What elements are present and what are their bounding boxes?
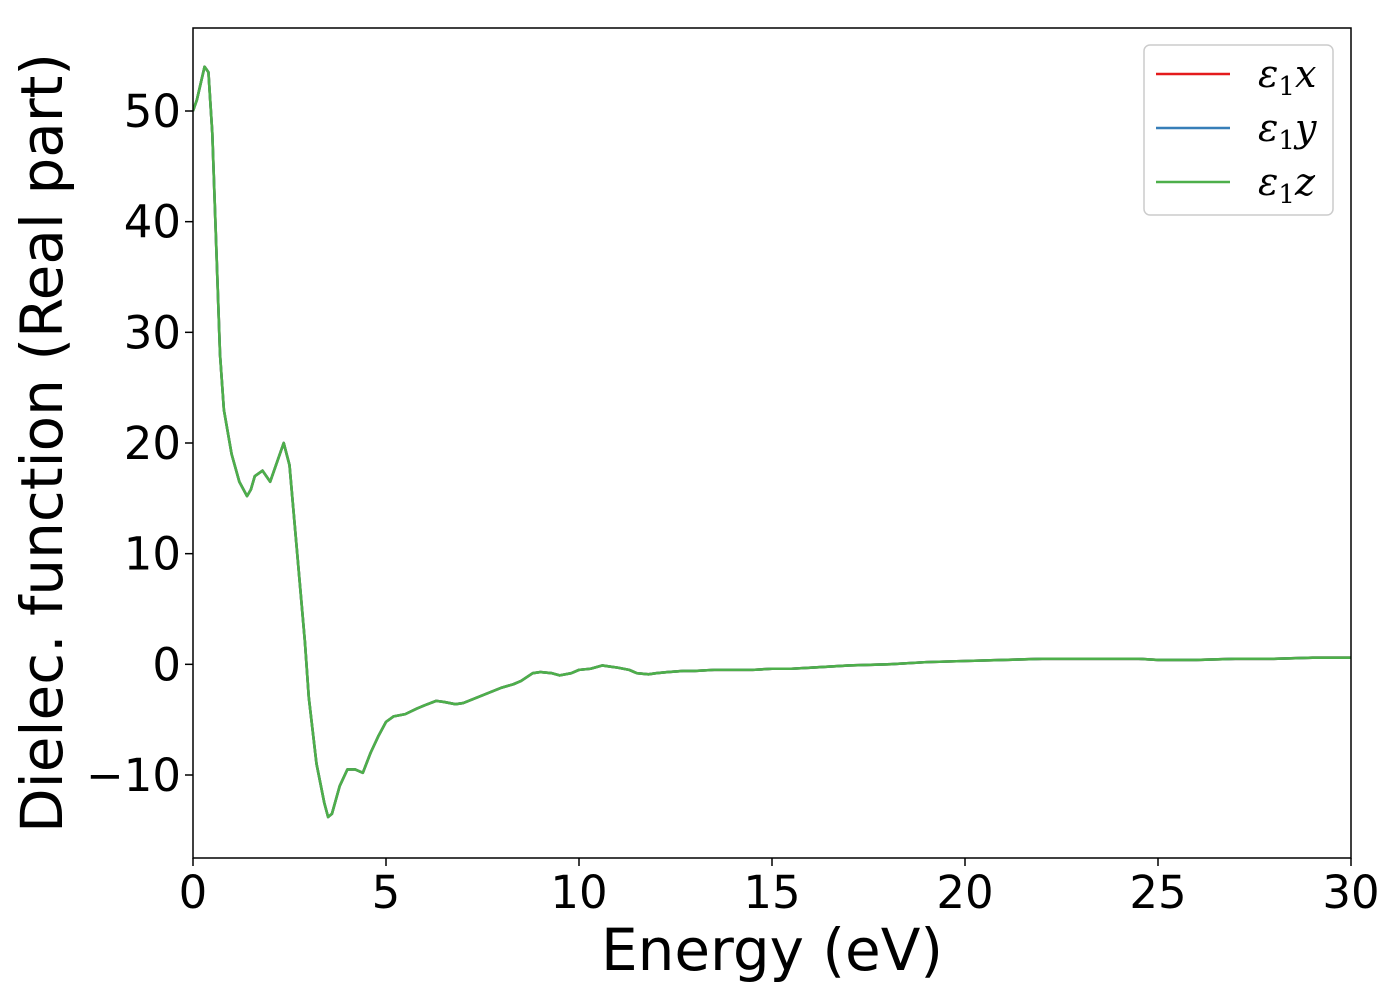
y-tick-label: 40	[124, 196, 181, 249]
y-tick-label: −10	[86, 749, 181, 802]
y-tick-label: 30	[124, 306, 181, 359]
x-tick-label: 0	[179, 866, 208, 919]
legend-box	[1143, 44, 1334, 216]
y-tick-label: 50	[124, 85, 181, 138]
x-tick-label: 20	[936, 866, 993, 919]
series-layer	[193, 65, 1351, 819]
legend-entry-z: ε1z	[1258, 160, 1316, 210]
x-axis: 0 5 10 15 20 25 30	[179, 858, 1380, 919]
x-tick-label: 15	[743, 866, 800, 919]
y-tick-label: 20	[124, 417, 181, 470]
y-tick-label: 10	[124, 528, 181, 581]
x-tick-label: 5	[372, 866, 401, 919]
legend-entry-y: ε1y	[1258, 106, 1317, 156]
x-tick-label: 25	[1129, 866, 1186, 919]
x-axis-label: Energy (eV)	[601, 916, 943, 984]
series-line-z	[193, 65, 1351, 819]
legend-entry-x: ε1x	[1258, 52, 1316, 102]
legend-variable: z	[1294, 160, 1316, 204]
legend-subscript: 1	[1278, 126, 1295, 156]
legend-variable: x	[1295, 52, 1316, 96]
y-axis-label: Dielec. function (Real part)	[8, 53, 76, 833]
legend-subscript: 1	[1278, 72, 1295, 102]
legend-variable: y	[1293, 106, 1317, 150]
x-tick-label: 30	[1322, 866, 1379, 919]
legend-symbol: ε	[1258, 160, 1278, 204]
legend-symbol: ε	[1258, 52, 1278, 96]
legend-symbol: ε	[1258, 106, 1278, 150]
y-tick-label: 0	[152, 638, 181, 691]
x-tick-label: 10	[550, 866, 607, 919]
y-axis: −10 0 10 20 30 40 50	[86, 85, 193, 802]
legend-subscript: 1	[1278, 180, 1295, 210]
